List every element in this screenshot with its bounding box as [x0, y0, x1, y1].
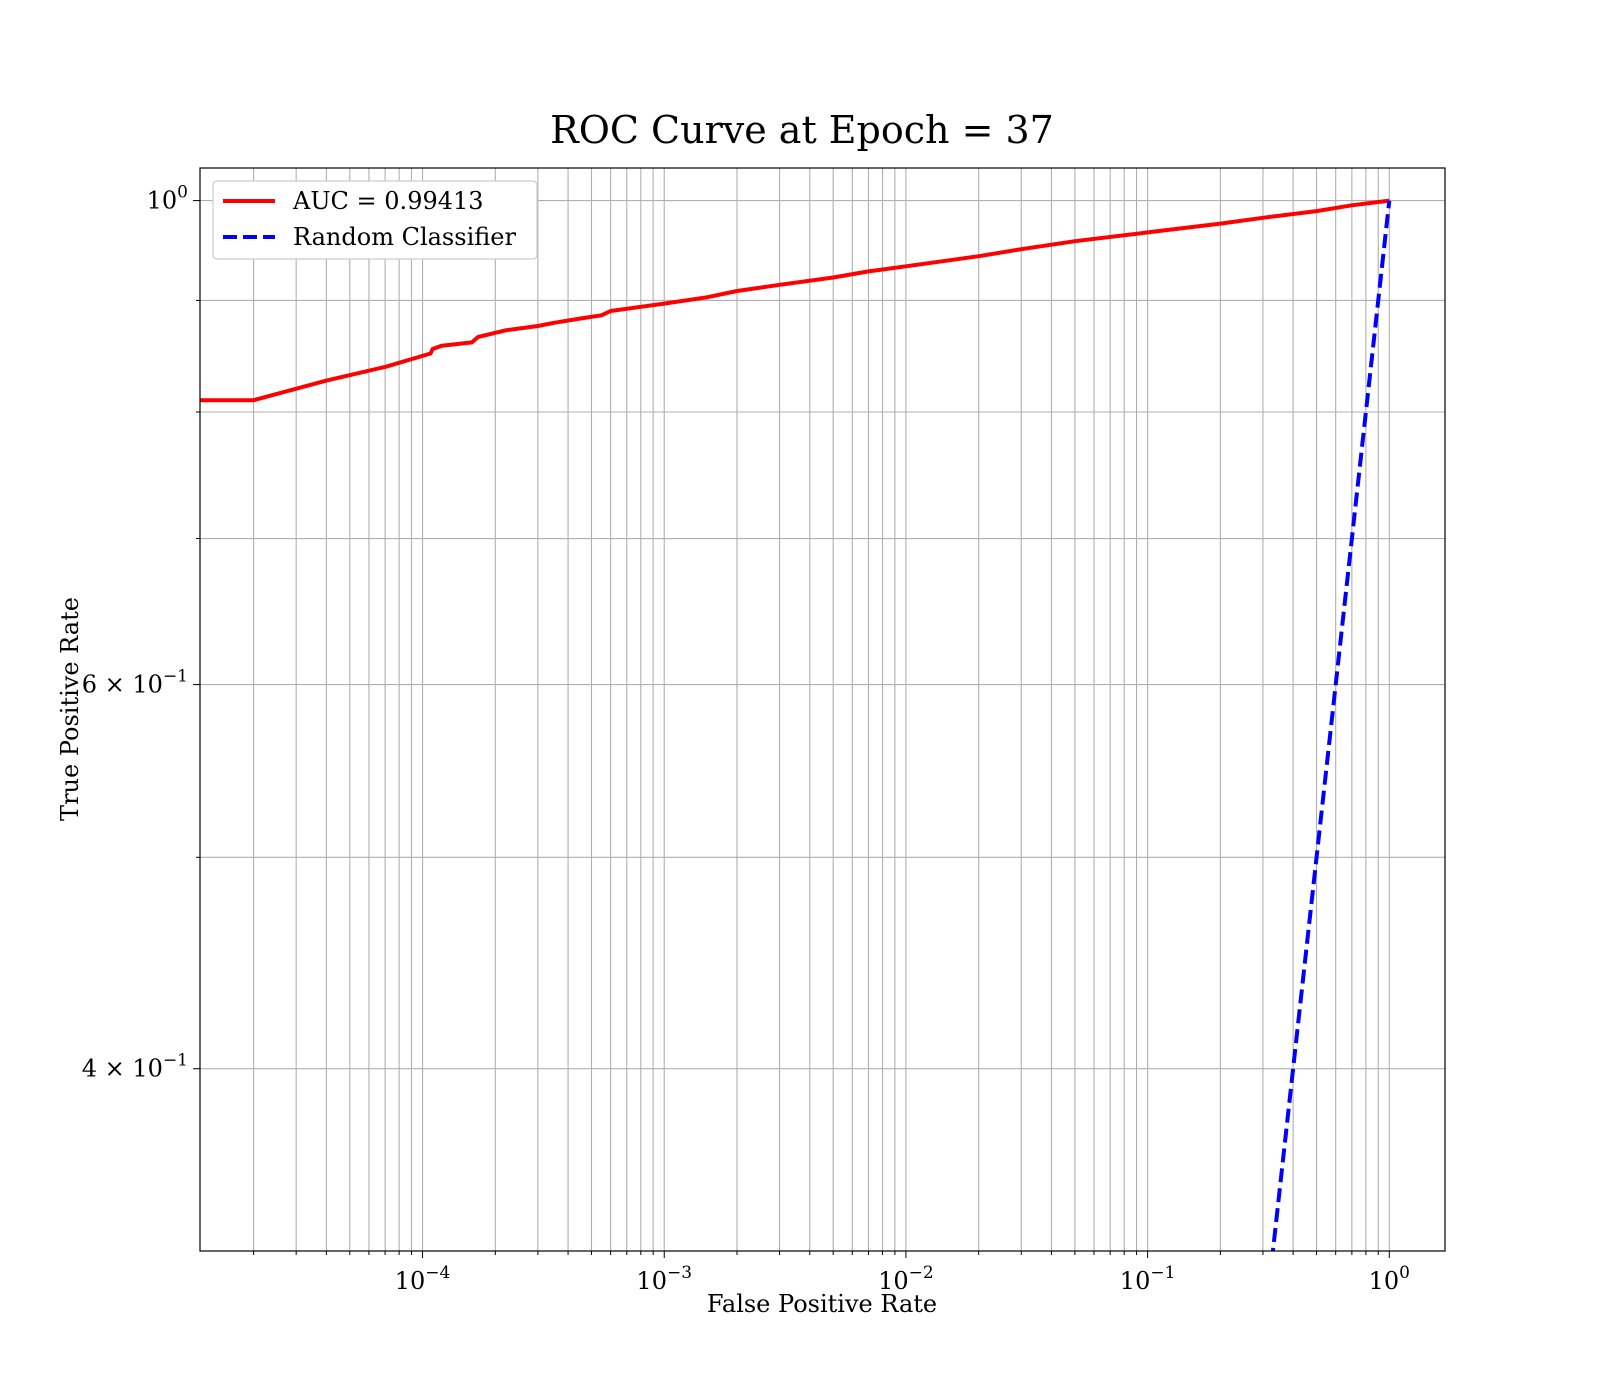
x-tick-label: 10−1	[1120, 1263, 1176, 1295]
y-tick-label: 100	[147, 183, 188, 215]
legend-label-random: Random Classifier	[293, 223, 516, 251]
random-classifier-line	[1270, 200, 1392, 1251]
x-tick-label: 100	[1369, 1263, 1410, 1295]
ticks-layer: 10−4 10−3 10−2 10−1 100 100 6 × 10−1 4 × 10−1	[82, 183, 1410, 1295]
y-tick-label: 6 × 10−1	[82, 667, 188, 699]
legend-box	[212, 180, 538, 260]
y-axis-label: True Positive Rate	[56, 597, 84, 821]
roc-curve-line	[200, 198, 1390, 403]
chart-title: ROC Curve at Epoch = 37	[550, 108, 1054, 152]
x-axis-label: False Positive Rate	[707, 1290, 937, 1318]
y-tick-label: 4 × 10−1	[82, 1051, 188, 1083]
grid	[200, 168, 1445, 1251]
plot-area-border	[199, 167, 1446, 1252]
x-tick-label: 10−3	[636, 1263, 692, 1295]
x-tick-label: 10−2	[878, 1263, 934, 1295]
series-layer	[200, 198, 1392, 1251]
legend: AUC = 0.99413 Random Classifier	[212, 180, 538, 260]
legend-label-auc: AUC = 0.99413	[292, 187, 484, 215]
x-tick-label: 10−4	[395, 1263, 451, 1295]
